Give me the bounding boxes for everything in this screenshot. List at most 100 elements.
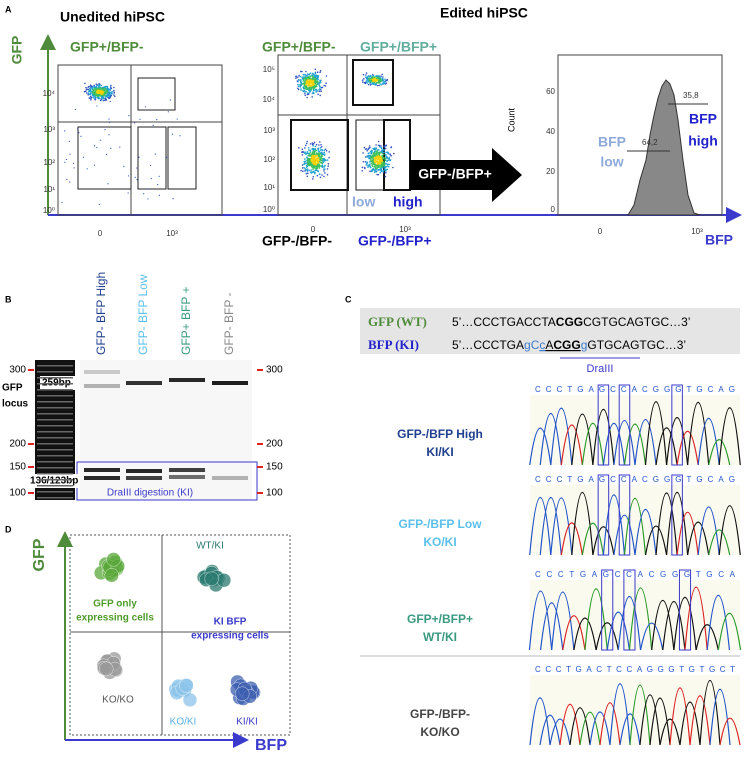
event bbox=[328, 156, 330, 159]
event bbox=[369, 161, 371, 163]
event bbox=[390, 146, 392, 149]
event bbox=[94, 90, 97, 93]
event bbox=[309, 82, 311, 84]
event bbox=[305, 152, 307, 154]
marker-label: 150 bbox=[9, 462, 26, 473]
event bbox=[94, 97, 97, 99]
event bbox=[87, 92, 90, 94]
event bbox=[104, 129, 106, 131]
seq-part: GTGCAGTGC…3’ bbox=[587, 338, 686, 352]
peak bbox=[529, 697, 551, 746]
event bbox=[300, 82, 303, 84]
event bbox=[134, 176, 136, 178]
event bbox=[381, 159, 384, 162]
event bbox=[110, 84, 112, 87]
event bbox=[382, 76, 384, 78]
event bbox=[385, 171, 387, 174]
event bbox=[307, 92, 309, 94]
event bbox=[365, 164, 368, 166]
event bbox=[302, 90, 304, 92]
event bbox=[321, 166, 324, 168]
event bbox=[362, 152, 364, 154]
event bbox=[307, 88, 309, 90]
marker-label: 100 bbox=[266, 488, 283, 499]
row-name: GFP-/BFP Low bbox=[398, 517, 482, 531]
event bbox=[309, 161, 312, 164]
event bbox=[150, 177, 152, 180]
peak bbox=[589, 711, 611, 746]
event bbox=[388, 156, 391, 159]
event bbox=[369, 154, 372, 157]
hist-label: low bbox=[600, 154, 623, 170]
event bbox=[318, 173, 321, 176]
event bbox=[93, 84, 95, 87]
event bbox=[304, 170, 306, 172]
event bbox=[369, 170, 371, 173]
event bbox=[370, 160, 373, 162]
event bbox=[297, 83, 299, 86]
event bbox=[314, 145, 317, 148]
event bbox=[374, 160, 376, 162]
event bbox=[303, 166, 305, 169]
event bbox=[366, 76, 369, 79]
peak bbox=[649, 697, 671, 746]
event bbox=[380, 145, 382, 147]
locus-label: GFP bbox=[2, 383, 23, 394]
event bbox=[321, 162, 324, 165]
event bbox=[387, 165, 390, 168]
event bbox=[363, 78, 365, 80]
event bbox=[361, 166, 364, 169]
event bbox=[384, 78, 386, 81]
event bbox=[374, 148, 377, 151]
highlight-box bbox=[618, 384, 631, 466]
peak bbox=[689, 695, 711, 746]
event bbox=[314, 82, 317, 85]
event bbox=[87, 93, 89, 96]
band bbox=[169, 475, 205, 479]
peak bbox=[676, 511, 699, 556]
event bbox=[315, 143, 318, 146]
event bbox=[297, 76, 299, 78]
event bbox=[136, 178, 138, 181]
event bbox=[368, 75, 371, 78]
event bbox=[379, 158, 381, 161]
axis-label: BFP bbox=[705, 232, 733, 248]
event bbox=[384, 165, 386, 168]
event bbox=[367, 83, 370, 86]
event bbox=[301, 164, 304, 166]
gate bbox=[137, 77, 176, 111]
lane-label: GFP- BFP Low bbox=[136, 274, 150, 355]
event bbox=[102, 99, 105, 102]
event bbox=[298, 147, 300, 149]
event bbox=[306, 75, 309, 77]
event bbox=[377, 76, 379, 79]
ladder-band bbox=[37, 467, 73, 469]
event bbox=[304, 151, 306, 153]
event bbox=[305, 74, 307, 77]
event bbox=[73, 167, 75, 169]
event bbox=[309, 72, 312, 74]
event bbox=[363, 146, 366, 149]
cell bbox=[216, 572, 232, 588]
event bbox=[367, 75, 370, 77]
event bbox=[98, 97, 101, 99]
marker-label: 200 bbox=[9, 439, 26, 450]
event bbox=[89, 94, 92, 96]
event bbox=[295, 77, 297, 79]
gate bbox=[77, 126, 132, 190]
quad-frame bbox=[69, 534, 291, 736]
event bbox=[377, 173, 380, 176]
event bbox=[324, 148, 327, 151]
hist-label: BFP bbox=[689, 111, 717, 127]
event bbox=[110, 147, 112, 149]
event bbox=[119, 146, 121, 148]
event bbox=[94, 95, 96, 98]
ladder-band bbox=[37, 413, 73, 415]
event bbox=[367, 148, 369, 151]
gate-label: low bbox=[352, 194, 375, 210]
event bbox=[64, 161, 66, 163]
peak bbox=[539, 497, 562, 556]
event bbox=[301, 167, 304, 169]
peak bbox=[651, 599, 675, 651]
